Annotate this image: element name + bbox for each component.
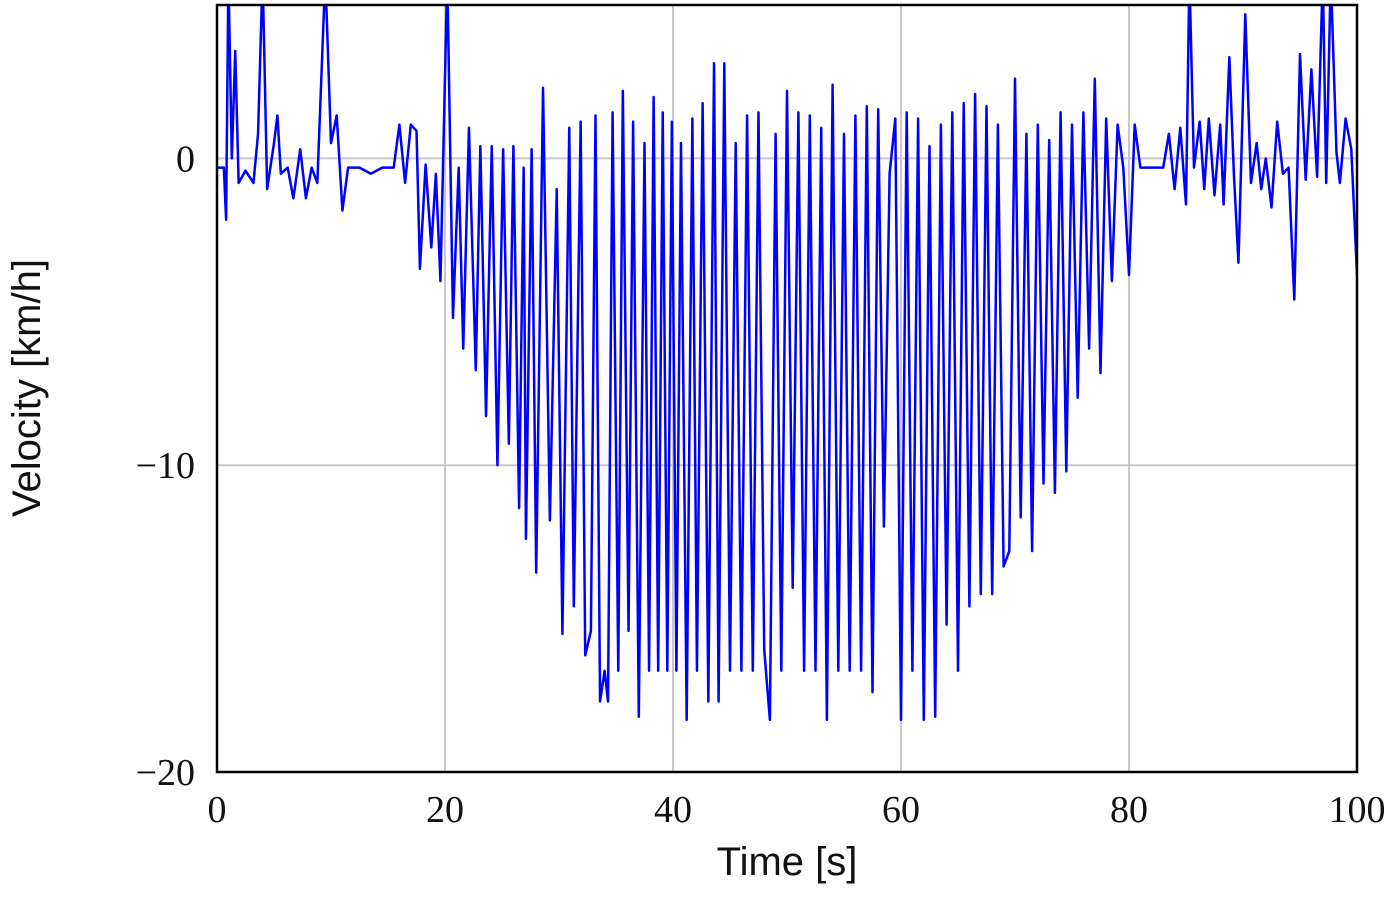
y-tick-label: 0 <box>176 138 195 180</box>
x-tick-label: 80 <box>1110 789 1148 831</box>
x-tick-label: 60 <box>882 789 920 831</box>
x-axis-label: Time [s] <box>717 840 858 884</box>
x-tick-label: 100 <box>1329 789 1386 831</box>
tick-labels: 0 20 40 60 80 100 −20 −10 0 <box>136 138 1386 831</box>
x-tick-label: 0 <box>208 789 227 831</box>
x-tick-label: 40 <box>654 789 692 831</box>
y-axis-label: Velocity [km/h] <box>5 259 49 517</box>
x-tick-label: 20 <box>426 789 464 831</box>
data-line <box>217 5 1357 722</box>
plot-frame <box>215 3 1359 774</box>
y-tick-label: −10 <box>136 445 195 487</box>
plot-area <box>217 5 1357 722</box>
y-tick-label: −20 <box>136 752 195 794</box>
